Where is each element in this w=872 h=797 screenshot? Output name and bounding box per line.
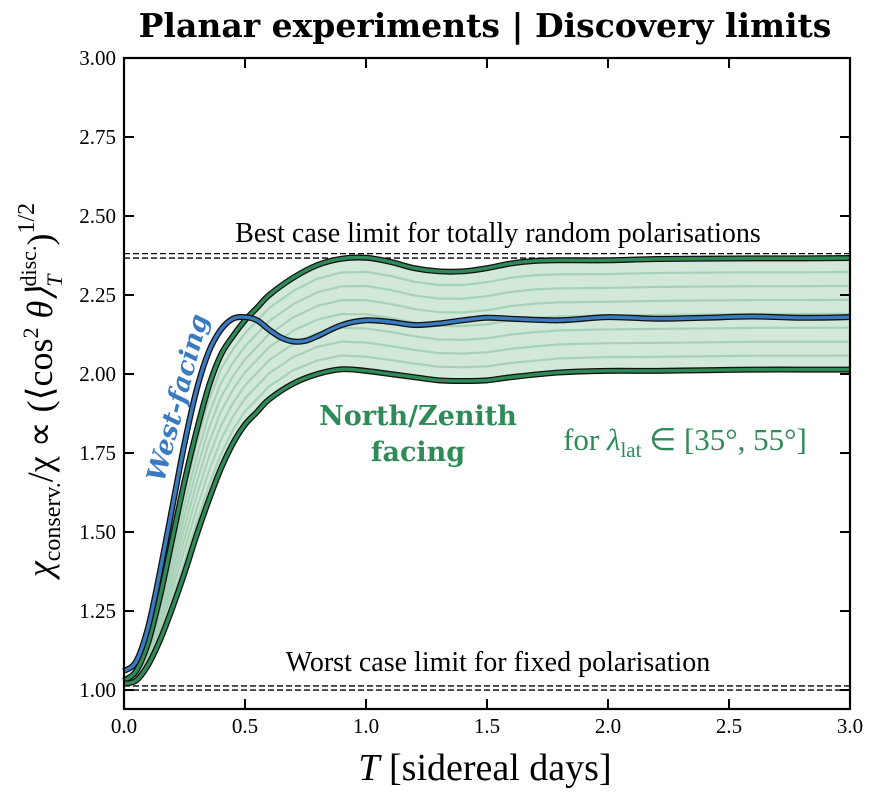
x-tick-label: 1.0 xyxy=(353,714,379,738)
ylabel-pow: 1/2 xyxy=(14,203,40,234)
y-tick-label: 1.00 xyxy=(79,678,116,702)
y-tick-label: 1.50 xyxy=(79,520,116,544)
north-zenith-label: North/Zenith xyxy=(319,401,517,432)
band-inner-line xyxy=(123,326,851,684)
axis-ticks: 0.0 0.5 1.0 1.5 2.0 2.5 3.0 1.00 1.25 1.50 1.75 2.0… xyxy=(79,46,863,738)
ylabel-chi: χ xyxy=(20,560,60,580)
worst-case-label: Worst case limit for fixed polarisation xyxy=(286,647,711,678)
latitude-range-label: for λlat ∈ [35°, 55°] xyxy=(563,422,807,462)
x-tick-label: 2.0 xyxy=(595,714,621,738)
band-inner-line xyxy=(123,298,851,683)
x-tick-label: 0.0 xyxy=(111,714,137,738)
plot-area xyxy=(122,252,851,691)
x-tick-label: 1.5 xyxy=(474,714,500,738)
best-case-label: Best case limit for totally random polar… xyxy=(235,218,761,249)
x-tick-label: 2.5 xyxy=(716,714,742,738)
ylabel-close: ) xyxy=(20,234,60,246)
west-facing-line xyxy=(122,314,851,673)
ylabel-sub: conserv. xyxy=(40,482,66,561)
band-inner-line xyxy=(123,340,851,684)
y-tick-label: 2.50 xyxy=(79,204,116,228)
xlabel-rest: [sidereal days] xyxy=(380,747,612,789)
band-inner-line xyxy=(123,270,851,682)
ylabel-disc: disc. xyxy=(16,246,41,287)
north-zenith-lower-line xyxy=(123,367,850,686)
ylabel-theta: θ⟩ xyxy=(20,287,60,328)
y-tick-label: 2.25 xyxy=(79,283,116,307)
band-inner-line xyxy=(123,354,851,685)
band-inner-line xyxy=(123,284,851,683)
ylabel-T: T xyxy=(42,273,67,287)
lambda-range: ∈ [35°, 55°] xyxy=(641,422,806,457)
chart-title: Planar experiments | Discovery limits xyxy=(139,6,832,45)
y-tick-label: 1.25 xyxy=(79,599,116,623)
ylabel-sq: 2 xyxy=(18,327,43,338)
x-axis-label: T [sidereal days] xyxy=(358,747,611,789)
north-zenith-upper-line xyxy=(122,255,851,682)
lambda-for: for xyxy=(563,422,607,457)
y-axis-label: χconserv./χ ∝ (⟨cos2 θ⟩Tdisc.)1/2 xyxy=(14,203,67,580)
x-tick-label: 0.5 xyxy=(232,714,258,738)
xlabel-T: T xyxy=(358,747,382,789)
plot-frame xyxy=(122,56,852,711)
y-tick-label: 1.75 xyxy=(79,441,116,465)
north-facing-label: facing xyxy=(371,437,465,468)
lambda-sub: lat xyxy=(620,438,641,462)
y-tick-label: 2.75 xyxy=(79,125,116,149)
ylabel-mid: /χ ∝ (⟨cos xyxy=(20,338,60,482)
lambda-symbol: λ xyxy=(606,422,620,457)
y-tick-label: 3.00 xyxy=(79,46,116,70)
x-tick-label: 3.0 xyxy=(837,714,863,738)
y-tick-label: 2.00 xyxy=(79,362,116,386)
